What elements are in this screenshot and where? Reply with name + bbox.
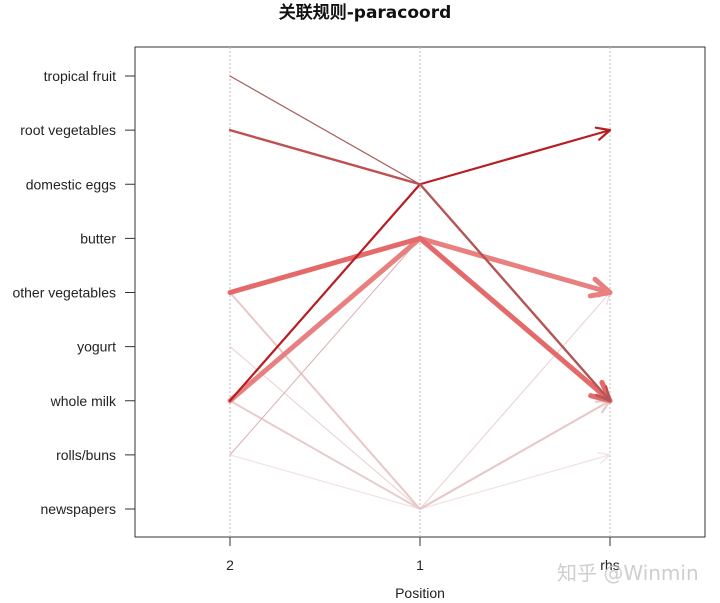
y-axis: tropical fruit root vegetables domestic eg… xyxy=(12,68,135,517)
y-tick-label: domestic eggs xyxy=(26,176,116,192)
x-tick-label: 1 xyxy=(416,557,424,573)
y-tick-label: other vegetables xyxy=(12,285,116,301)
y-tick-label: butter xyxy=(80,230,116,246)
arrow-head-icon xyxy=(594,126,612,141)
x-tick-label: 2 xyxy=(226,557,234,573)
y-tick-label: newspapers xyxy=(41,501,117,517)
y-tick-label: yogurt xyxy=(77,339,116,355)
chart-title: 关联规则-paracoord xyxy=(279,2,452,23)
x-tick-label: rhs xyxy=(600,557,619,573)
y-tick-label: whole milk xyxy=(50,393,117,409)
vertical-gridlines xyxy=(229,47,611,537)
x-axis: 2 1 rhs xyxy=(226,537,620,573)
arrow-head-icon xyxy=(597,388,611,402)
y-tick-label: root vegetables xyxy=(20,122,116,138)
rule-path xyxy=(229,237,611,456)
y-tick-label: rolls/buns xyxy=(56,447,116,463)
arrow-head-icon xyxy=(597,452,611,464)
x-axis-title: Position xyxy=(395,585,445,601)
y-tick-label: tropical fruit xyxy=(44,68,116,84)
rule-lines xyxy=(227,75,613,510)
watermark: 知乎 @Winmin xyxy=(557,561,699,585)
arrow-head-icon xyxy=(587,276,613,299)
rule-path xyxy=(229,75,611,402)
